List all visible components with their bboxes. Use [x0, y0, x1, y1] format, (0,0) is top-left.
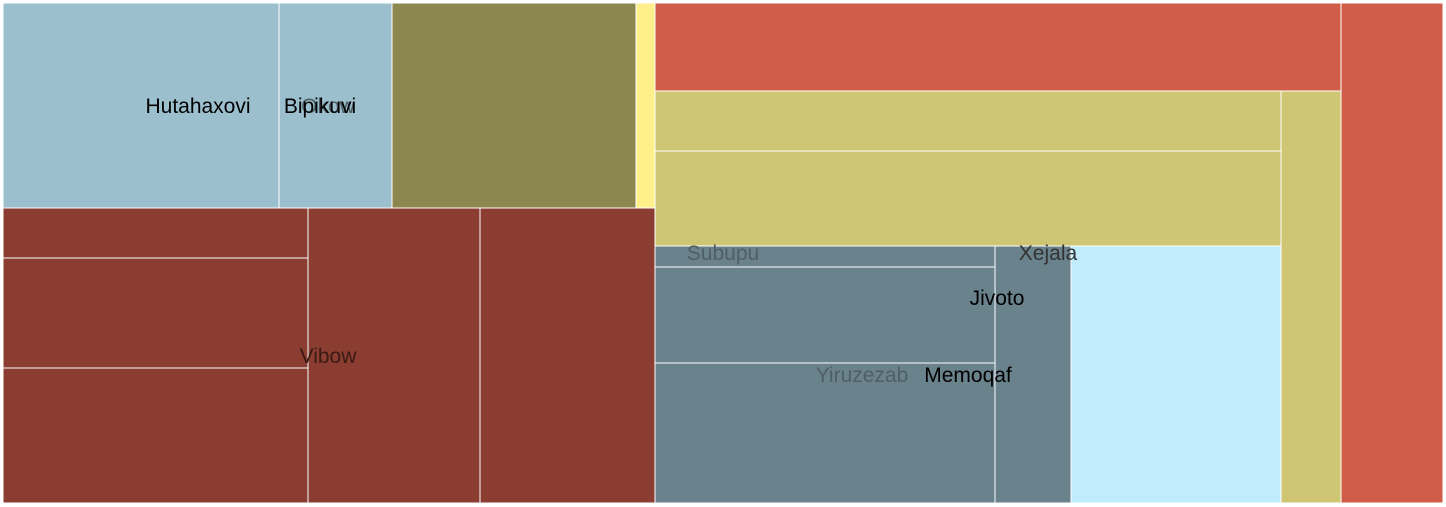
label-okow: Okow [301, 95, 356, 118]
label-vibow: Vibow [300, 345, 358, 368]
treemap-cell-vibow-5 [479, 207, 656, 504]
label-hutahaxovi: Hutahaxovi [145, 95, 250, 118]
treemap-cell-xejala-1 [654, 90, 1282, 152]
treemap-cell-xejala-3 [1280, 90, 1342, 504]
label-bipikuvi: Bipikuvi [284, 95, 356, 118]
label-subupu: Subupu [687, 242, 759, 265]
treemap-cell-memoqaf-1 [1070, 245, 1282, 504]
treemap-labels: Hutahaxovi Okow Bipikuvi Vibow Subupu Xe… [145, 95, 1077, 387]
label-memoqaf: Memoqaf [924, 364, 1012, 387]
treemap-cell-okow-1 [635, 2, 656, 209]
label-jivoto: Jivoto [970, 287, 1025, 310]
treemap-cell-vibow-4 [307, 207, 481, 504]
label-xejala: Xejala [1019, 242, 1078, 265]
treemap-cell-vibow-3 [2, 367, 309, 504]
treemap-cell-xejala-2 [654, 150, 1282, 247]
treemap-cell-vibow-2 [2, 257, 309, 369]
treemap-cell-bipikuvi-1 [391, 2, 637, 209]
treemap-cell-vibow-1 [2, 207, 309, 259]
treemap-cell-subupu-2 [1340, 2, 1444, 504]
treemap-cell-hutahaxovi-1 [2, 2, 280, 209]
label-yiruzezab: Yiruzezab [816, 364, 909, 387]
treemap-cell-yiruzezab-2 [654, 266, 996, 364]
treemap-cell-hutahaxovi-2 [278, 2, 393, 209]
treemap-cell-subupu-1 [654, 2, 1342, 92]
